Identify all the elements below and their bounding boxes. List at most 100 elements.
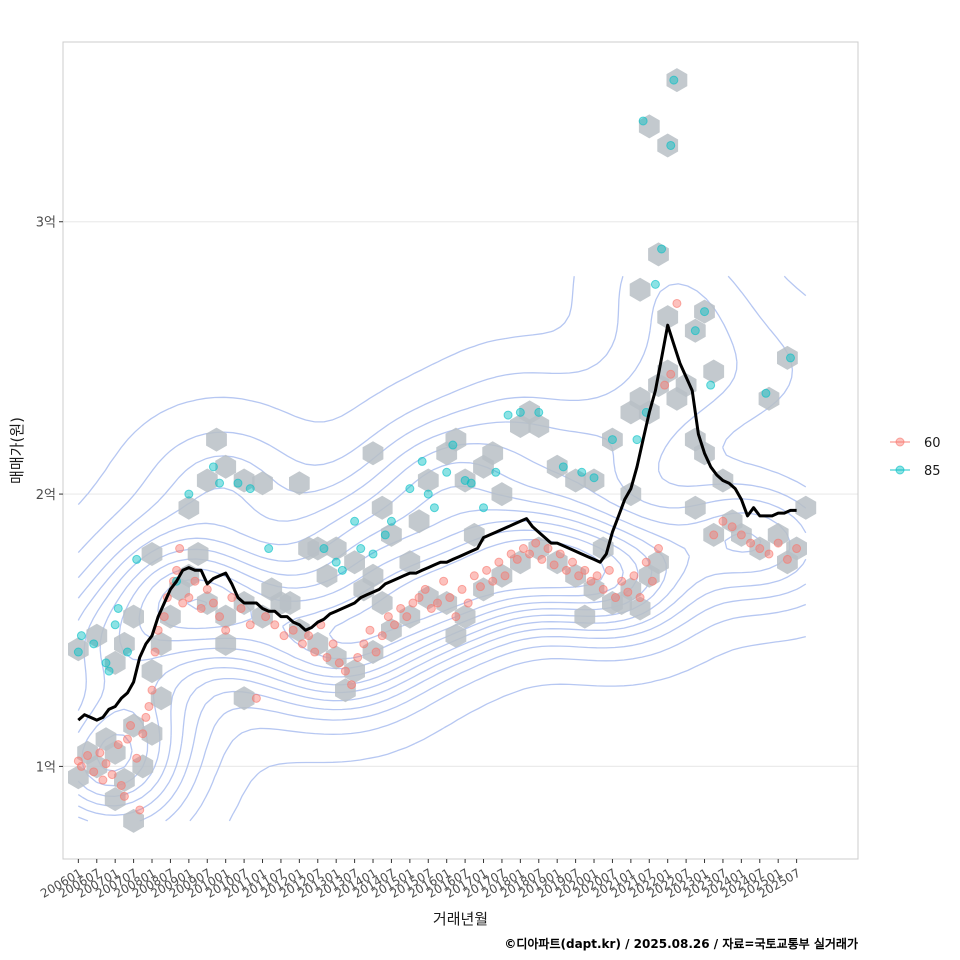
point-series-60: [334, 658, 344, 668]
point-series-60: [549, 560, 559, 570]
point-series-60: [132, 753, 142, 763]
point-series-60: [208, 598, 218, 608]
point-series-85: [76, 631, 86, 641]
y-axis-title: 매매가(원): [8, 417, 26, 484]
point-series-60: [709, 530, 719, 540]
point-series-60: [396, 603, 406, 613]
hexbin: [362, 640, 384, 664]
point-series-60: [623, 587, 633, 597]
point-series-85: [558, 462, 568, 472]
point-series-60: [543, 544, 553, 554]
hexbin: [629, 596, 651, 621]
point-series-60: [482, 565, 492, 575]
hexbin: [196, 591, 218, 615]
point-series-60: [494, 557, 504, 567]
hexbin: [629, 277, 651, 302]
point-series-60: [95, 748, 105, 758]
point-series-60: [531, 538, 541, 548]
hexbin: [684, 318, 706, 343]
hexbin: [344, 659, 365, 684]
point-series-85: [638, 116, 648, 126]
hexbin: [123, 713, 144, 738]
hexbin: [325, 536, 347, 561]
hexbin: [187, 542, 209, 566]
point-series-60: [297, 639, 307, 649]
hexbin: [279, 591, 301, 615]
point-series-60: [512, 554, 522, 564]
hexbin: [684, 495, 706, 520]
hexbin: [638, 114, 660, 139]
hexbin: [657, 305, 679, 330]
hexbin: [325, 645, 347, 670]
point-series-60: [172, 565, 182, 575]
hexbin: [160, 604, 181, 629]
hexbin: [196, 468, 218, 493]
point-series-85: [442, 467, 452, 477]
hexbin: [206, 427, 227, 452]
point-series-85: [589, 473, 599, 483]
point-series-85: [113, 603, 123, 613]
point-series-85: [337, 565, 347, 575]
hexbin: [371, 495, 393, 520]
point-series-85: [429, 503, 439, 513]
hexbin: [620, 400, 642, 425]
point-series-85: [534, 407, 544, 417]
point-series-60: [755, 544, 765, 554]
hexbin: [795, 495, 817, 520]
hexbin: [583, 468, 605, 493]
point-series-60: [340, 666, 350, 676]
point-series-60: [672, 298, 682, 308]
point-series-60: [359, 639, 369, 649]
point-series-60: [138, 729, 148, 739]
hexbin: [454, 604, 476, 629]
point-series-60: [251, 693, 261, 703]
point-series-60: [592, 571, 602, 581]
point-series-60: [574, 571, 584, 581]
point-series-60: [202, 584, 212, 594]
hexbin: [445, 427, 467, 452]
point-series-60: [445, 593, 455, 603]
point-series-60: [463, 598, 473, 608]
hexbin: [666, 68, 688, 93]
point-series-60: [426, 603, 436, 613]
point-series-60: [270, 620, 280, 630]
hexbin: [583, 577, 605, 602]
point-series-60: [215, 612, 225, 622]
point-series-60: [782, 554, 792, 564]
point-series-60: [175, 544, 185, 554]
point-series-85: [491, 467, 501, 477]
point-series-60: [617, 576, 627, 586]
point-series-60: [122, 734, 132, 744]
point-series-60: [141, 712, 151, 722]
point-series-60: [635, 593, 645, 603]
point-series-60: [279, 631, 289, 641]
point-series-60: [101, 759, 111, 769]
hexbin: [104, 787, 126, 812]
point-series-60: [227, 593, 237, 603]
point-series-60: [792, 544, 802, 554]
point-series-60: [660, 380, 670, 390]
hexbin: [648, 242, 669, 267]
panel-background: [63, 42, 858, 859]
hexbin: [399, 550, 421, 575]
hexbin: [68, 637, 89, 662]
hexbin: [261, 577, 283, 602]
point-series-60: [196, 603, 206, 613]
point-series-85: [184, 489, 194, 499]
point-series-85: [380, 530, 390, 540]
point-series-85: [417, 456, 427, 466]
hexbin: [371, 591, 393, 615]
point-series-60: [365, 625, 375, 635]
hexbin: [289, 471, 310, 496]
hexbin: [252, 471, 273, 496]
hexbin: [150, 631, 172, 656]
y-tick-label: 2억: [36, 488, 56, 503]
hexbin: [68, 765, 89, 790]
hexbin: [362, 441, 384, 466]
hexbin: [132, 754, 154, 779]
hexbin: [233, 468, 255, 493]
point-series-60: [580, 565, 590, 575]
hexbin: [381, 522, 402, 547]
point-series-85: [405, 484, 415, 494]
point-series-60: [304, 631, 314, 641]
